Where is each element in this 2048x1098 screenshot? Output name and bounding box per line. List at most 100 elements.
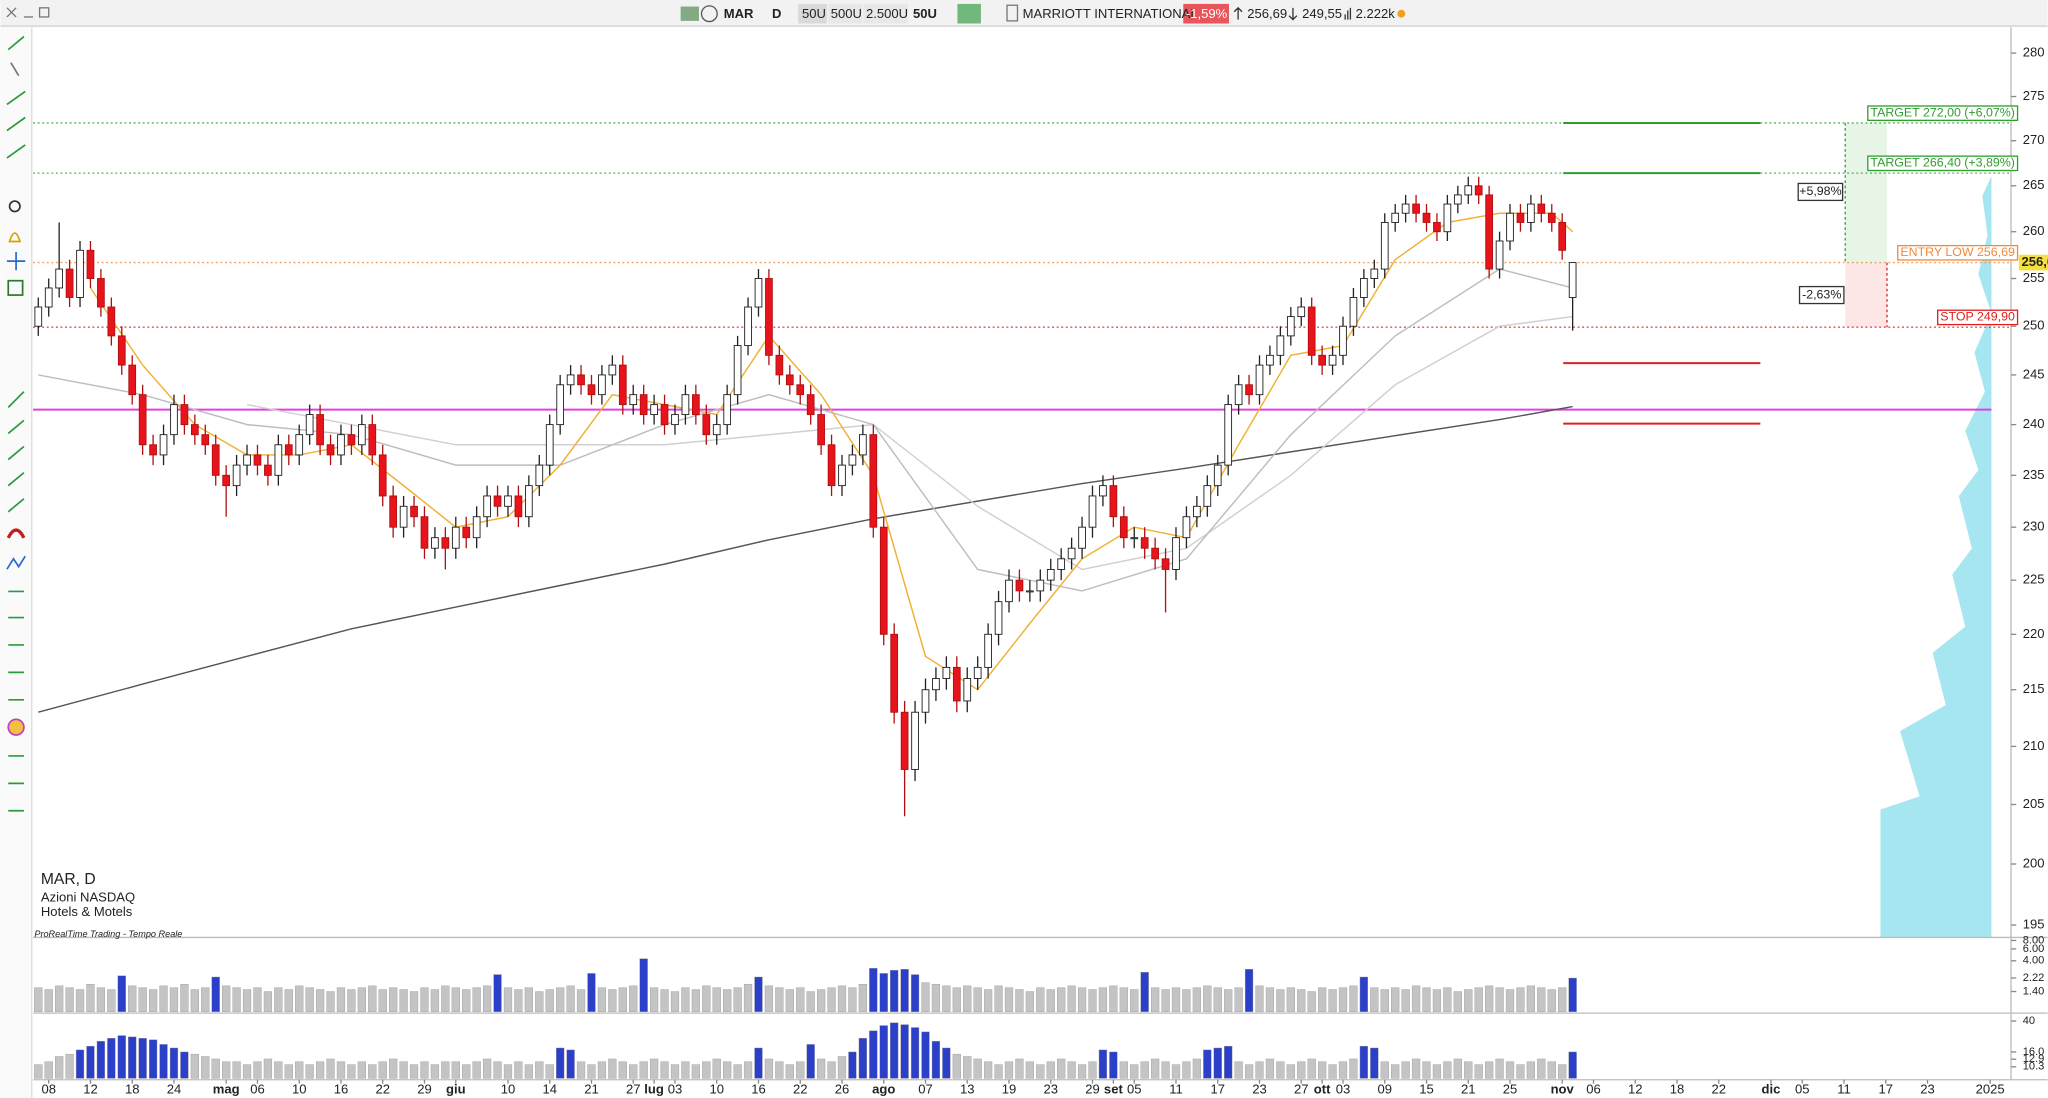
panel-bar xyxy=(1151,1058,1160,1079)
tool-zoom[interactable] xyxy=(8,200,21,213)
window-controls[interactable] xyxy=(6,7,50,18)
x-tick-label: nov xyxy=(1551,1082,1575,1097)
x-tick-label: 21 xyxy=(1461,1082,1476,1097)
up-arrow xyxy=(1233,6,1243,20)
x-tick-label: 10 xyxy=(709,1082,724,1097)
tool-magnet[interactable] xyxy=(6,528,26,539)
panel-bar xyxy=(566,1049,575,1079)
panel-bar xyxy=(973,987,982,1013)
panel-bar xyxy=(952,1053,961,1079)
panel-bar xyxy=(107,1038,116,1079)
tool-color[interactable] xyxy=(7,718,25,736)
panel-bar xyxy=(1234,1061,1243,1079)
panel-bar xyxy=(837,1056,847,1079)
panel-bar xyxy=(462,989,471,1013)
candle-body xyxy=(932,678,940,691)
y-tick-label: 195 xyxy=(2023,916,2045,931)
y-tick-label: 215 xyxy=(2023,681,2045,696)
panel-bar xyxy=(837,985,847,1013)
tool-wave[interactable] xyxy=(6,555,26,570)
candle-body xyxy=(796,384,805,396)
panel-tick-label: 6.00 xyxy=(2023,943,2045,955)
panel-bar xyxy=(201,987,210,1013)
chart-type-icon[interactable] xyxy=(680,6,699,21)
candle-body xyxy=(650,404,658,416)
tool-alert[interactable] xyxy=(8,232,22,243)
candle-body xyxy=(190,424,199,436)
x-tick-label: 12 xyxy=(1628,1082,1643,1097)
tool-trend[interactable] xyxy=(7,391,25,513)
panel-bar xyxy=(1244,1064,1254,1079)
symbol[interactable]: MAR xyxy=(724,6,754,21)
panel-bar xyxy=(545,989,554,1013)
panel-bar xyxy=(1098,1049,1108,1079)
candle-body xyxy=(316,414,324,446)
panel-bar xyxy=(785,1064,794,1079)
indicator-icon[interactable] xyxy=(957,3,981,24)
last-price-label: 256,69 xyxy=(2021,254,2048,269)
close-button[interactable] xyxy=(6,7,17,18)
panel-bar xyxy=(910,1027,920,1079)
panel-bar xyxy=(1015,1058,1024,1079)
panel-bar xyxy=(326,1058,335,1079)
unit-button[interactable]: 50U xyxy=(913,6,937,21)
panel-bar xyxy=(1213,1047,1222,1079)
candle-body xyxy=(879,526,888,635)
tool-pointer[interactable] xyxy=(10,62,20,77)
candle-body xyxy=(775,354,784,376)
tool-hlines[interactable] xyxy=(8,590,24,812)
panel-bar xyxy=(1338,987,1348,1013)
panel-bar xyxy=(1474,1064,1483,1079)
tool-text[interactable] xyxy=(7,279,24,296)
candle-body xyxy=(1026,590,1034,593)
unit-button[interactable]: 500U xyxy=(831,6,862,21)
drawing-tools[interactable] xyxy=(6,35,26,812)
panel-bar xyxy=(1265,987,1275,1013)
level-label: TARGET 266,40 (+3,89%) xyxy=(1870,156,2015,170)
period[interactable]: D xyxy=(772,6,781,21)
top-bar xyxy=(0,0,2048,27)
x-tick-label: 25 xyxy=(1503,1082,1518,1097)
panel-bar xyxy=(284,989,293,1013)
panel-bar xyxy=(326,991,335,1013)
panel-bar xyxy=(1401,989,1410,1013)
candle-body xyxy=(107,306,116,337)
tool-pencil[interactable] xyxy=(7,35,25,51)
candle-body xyxy=(243,454,251,466)
panel-bar xyxy=(96,1041,106,1079)
panel-bar xyxy=(180,1051,189,1079)
candle-body xyxy=(1370,268,1379,279)
panel-bar xyxy=(357,987,366,1013)
panel-bar xyxy=(34,987,43,1013)
panel-bar xyxy=(827,987,836,1013)
restore-button[interactable] xyxy=(38,7,50,18)
tool-move[interactable] xyxy=(6,251,26,271)
candle-body xyxy=(117,335,126,366)
candle-body xyxy=(1495,240,1504,270)
candle-body xyxy=(368,424,377,456)
panel-bar xyxy=(1224,1045,1233,1079)
clock-icon[interactable] xyxy=(700,5,718,23)
candle-body xyxy=(660,404,669,426)
y-tick-label: 200 xyxy=(2023,855,2045,870)
candle-body xyxy=(1401,203,1410,214)
panel-bar xyxy=(472,987,481,1013)
tool-lines[interactable] xyxy=(6,90,26,159)
unit-button[interactable]: 2.500U xyxy=(866,6,908,21)
panel-bar xyxy=(952,987,961,1013)
x-tick-label: 18 xyxy=(1670,1082,1685,1097)
candle-body xyxy=(138,394,147,446)
candle-body xyxy=(1161,558,1170,570)
panel-bar xyxy=(869,1030,878,1079)
unit-button[interactable]: 50U xyxy=(802,6,826,21)
panel-bar xyxy=(629,1064,638,1079)
panel-bar xyxy=(942,1047,951,1079)
toolbar-icons[interactable] xyxy=(680,3,1406,24)
info-icon[interactable] xyxy=(1006,4,1019,22)
level-box xyxy=(1867,105,2019,122)
panel-bar xyxy=(681,987,690,1013)
panel-bar xyxy=(389,987,398,1013)
candle-body xyxy=(890,633,899,713)
panel-bar xyxy=(315,989,325,1013)
x-tick-label: 05 xyxy=(1795,1082,1810,1097)
